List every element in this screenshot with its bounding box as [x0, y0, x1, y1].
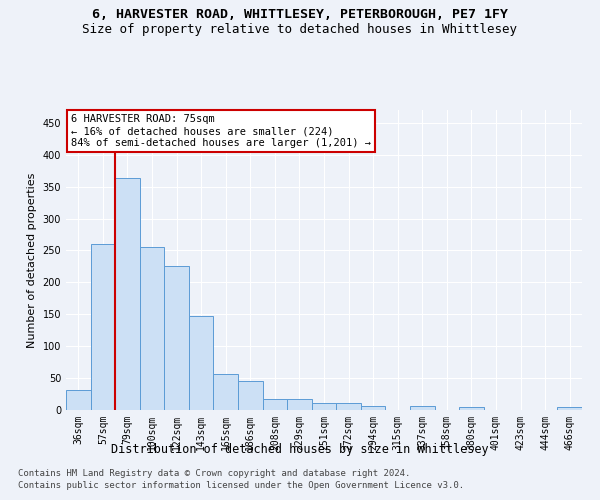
Bar: [214, 374, 238, 410]
Text: Distribution of detached houses by size in Whittlesey: Distribution of detached houses by size …: [111, 442, 489, 456]
Text: Contains public sector information licensed under the Open Government Licence v3: Contains public sector information licen…: [18, 481, 464, 490]
Bar: [263, 398, 287, 410]
Y-axis label: Number of detached properties: Number of detached properties: [27, 172, 37, 348]
Bar: [459, 408, 484, 410]
Bar: [287, 398, 312, 410]
Bar: [238, 382, 263, 410]
Bar: [66, 390, 91, 410]
Bar: [336, 403, 361, 410]
Text: Size of property relative to detached houses in Whittlesey: Size of property relative to detached ho…: [83, 22, 517, 36]
Bar: [91, 244, 115, 410]
Bar: [164, 266, 189, 410]
Text: Contains HM Land Registry data © Crown copyright and database right 2024.: Contains HM Land Registry data © Crown c…: [18, 468, 410, 477]
Text: 6 HARVESTER ROAD: 75sqm
← 16% of detached houses are smaller (224)
84% of semi-d: 6 HARVESTER ROAD: 75sqm ← 16% of detache…: [71, 114, 371, 148]
Bar: [115, 178, 140, 410]
Bar: [189, 316, 214, 410]
Text: 6, HARVESTER ROAD, WHITTLESEY, PETERBOROUGH, PE7 1FY: 6, HARVESTER ROAD, WHITTLESEY, PETERBORO…: [92, 8, 508, 20]
Bar: [140, 246, 164, 410]
Bar: [557, 408, 582, 410]
Bar: [312, 403, 336, 410]
Bar: [410, 406, 434, 410]
Bar: [361, 406, 385, 410]
